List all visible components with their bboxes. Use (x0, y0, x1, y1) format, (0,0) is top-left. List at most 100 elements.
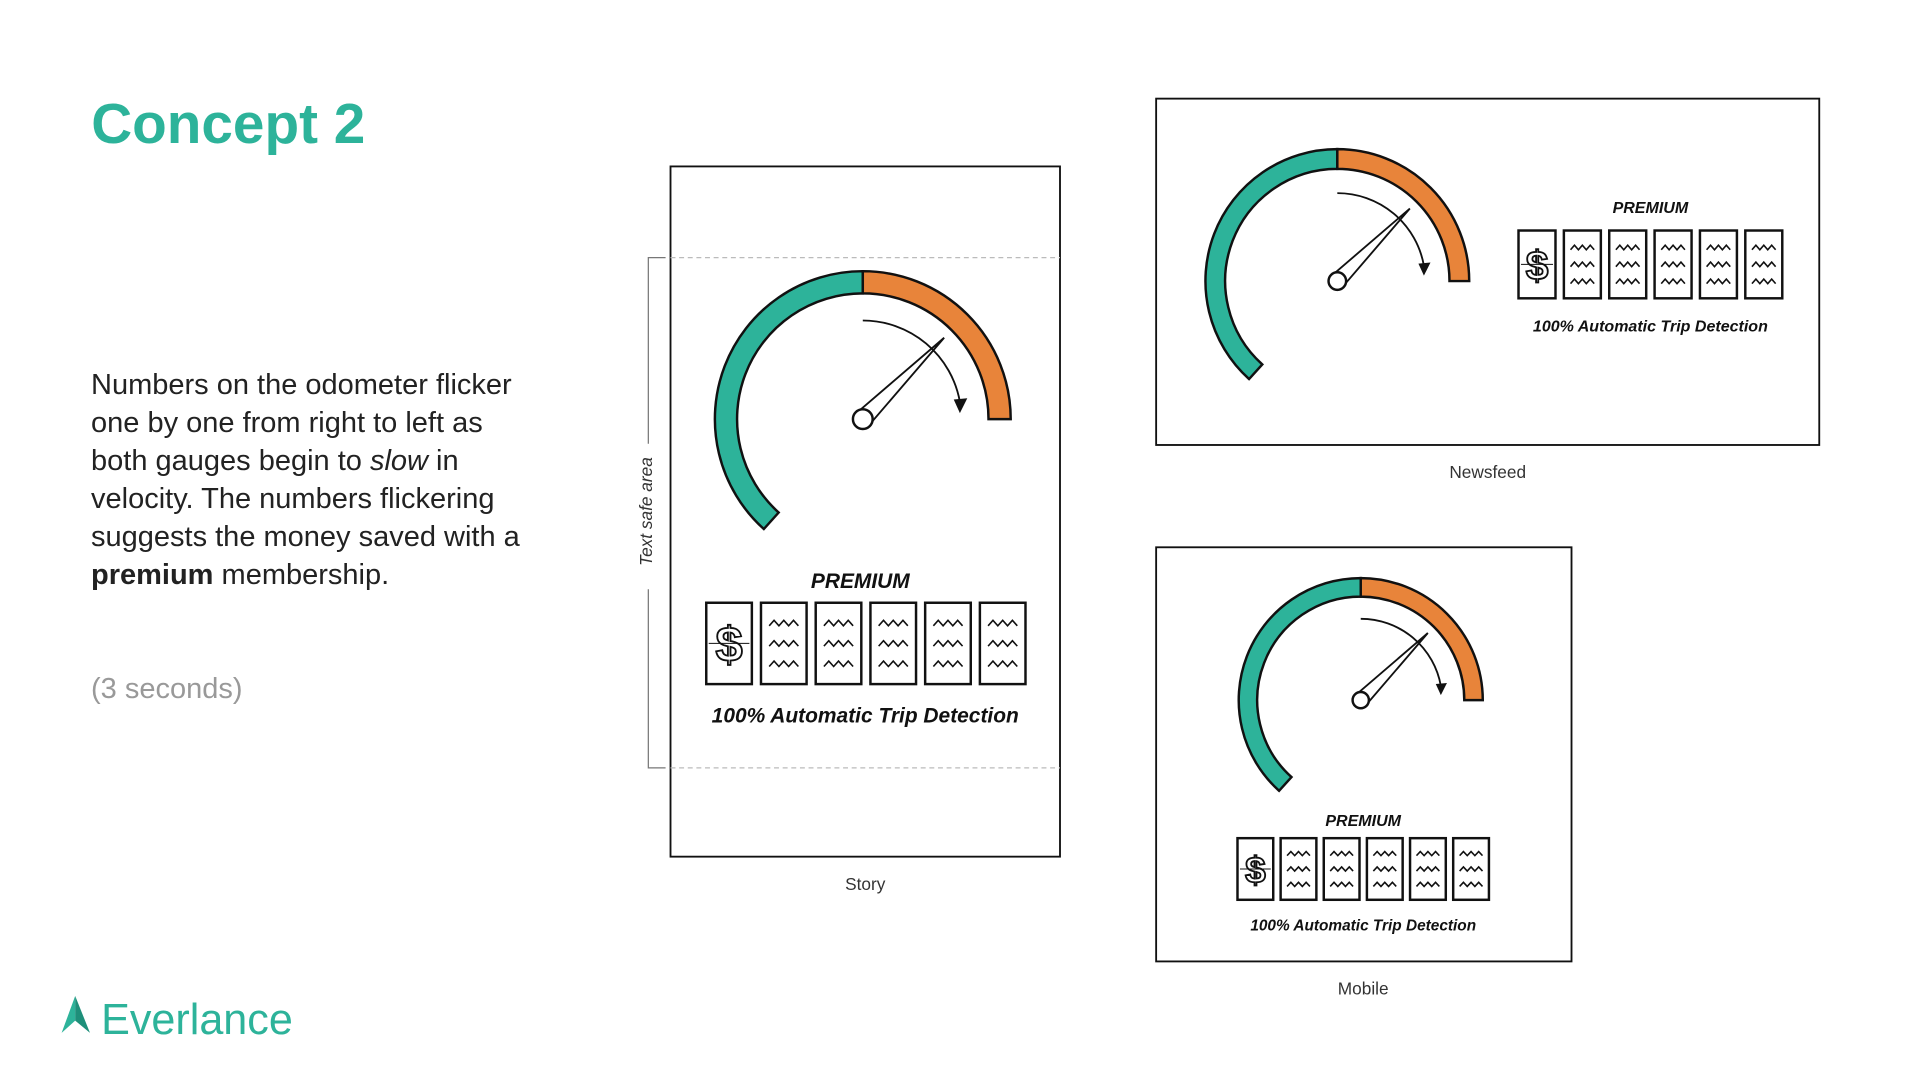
digit-blur (1660, 260, 1686, 268)
digit-blur (878, 659, 909, 668)
safe-area-label: Text safe area (636, 457, 656, 566)
digit-blur (1751, 277, 1777, 285)
digit-blur (1329, 881, 1354, 888)
digit-blur (1372, 850, 1397, 857)
digit-blur (1660, 277, 1686, 285)
digit-blur (1286, 881, 1311, 888)
caption: 100% Automatic Trip Detection (1533, 318, 1768, 336)
digit-blur (1705, 243, 1731, 251)
digit-blur (768, 639, 799, 648)
logo-icon (61, 995, 76, 1033)
digit-blur (1459, 865, 1484, 873)
odometer-digit (1365, 836, 1404, 902)
digit-blur (987, 639, 1018, 648)
digit-blur (1615, 243, 1641, 251)
badge: PREMIUM (1325, 812, 1401, 830)
arrow-head (1418, 262, 1431, 276)
mobile-frame (1155, 546, 1573, 963)
odometer-digit (814, 601, 863, 686)
digit-blur (932, 619, 964, 627)
digit-blur (768, 619, 799, 627)
dollar-sign: $ (1245, 850, 1266, 891)
digit-blur (1660, 243, 1686, 251)
arrow-head (1435, 682, 1447, 696)
caption: 100% Automatic Trip Detection (712, 704, 1019, 727)
digit-blur (1415, 881, 1440, 888)
digit-blur (1329, 850, 1354, 857)
digit-blur (823, 619, 854, 627)
digit-blur (987, 659, 1018, 668)
odometer-digit (1451, 836, 1491, 902)
slide-title: Concept 2 (91, 93, 365, 156)
duration: (3 seconds) (91, 673, 243, 705)
odometer-digit (1653, 229, 1693, 300)
bold-text: premium (91, 559, 214, 591)
digit-blur (987, 619, 1018, 627)
odometer-digit (1322, 836, 1361, 902)
description: Numbers on the odometer flicker one by o… (91, 366, 541, 594)
logo-icon (75, 995, 90, 1033)
digit-blur (1569, 277, 1595, 285)
digit-blur (1372, 865, 1397, 873)
story-frame (669, 165, 1061, 858)
needle-hub (1351, 690, 1371, 710)
odometer-digit (759, 601, 808, 686)
digit-blur (1705, 277, 1731, 285)
text: Numbers on the odometer flicker one by o… (91, 369, 512, 477)
badge: PREMIUM (1613, 199, 1689, 217)
odometer-digit (1607, 229, 1648, 300)
caption: 100% Automatic Trip Detection (1250, 918, 1476, 935)
digit-blur (1286, 850, 1311, 857)
digit-blur (768, 659, 799, 668)
odometer-digit (869, 601, 918, 686)
digit-blur (1329, 865, 1354, 873)
digit-blur (1751, 260, 1777, 268)
text: membership. (213, 559, 390, 591)
needle-hub (851, 408, 874, 431)
odometer-digit (1698, 229, 1739, 300)
badge: PREMIUM (811, 570, 910, 593)
dollar-sign: $ (715, 618, 742, 672)
odometer-digit (1408, 836, 1448, 902)
safe-bracket (647, 257, 666, 769)
digit-blur (823, 639, 854, 648)
digit-blur (1372, 881, 1397, 888)
italic-text: slow (369, 445, 428, 477)
frame-label: Story (845, 874, 886, 894)
logo-text: Everlance (101, 996, 293, 1044)
frame-label: Mobile (1338, 979, 1389, 999)
text: in velocity. The numbers flickering sugg… (91, 445, 520, 553)
needle-hub (1327, 271, 1348, 292)
gauge-band (1336, 147, 1471, 283)
motion-arrow (862, 319, 961, 403)
digit-blur (1569, 260, 1595, 268)
odometer-digit (1562, 229, 1603, 300)
odometer-digit (978, 601, 1027, 686)
digit-blur (878, 619, 909, 627)
odometer-digit (1744, 229, 1784, 300)
motion-arrow (1337, 192, 1425, 266)
arrow-head (953, 398, 968, 414)
digit-blur (1286, 865, 1311, 873)
digit-blur (1459, 850, 1484, 857)
digit-blur (932, 639, 964, 648)
frame-label: Newsfeed (1449, 462, 1526, 482)
gauge-band (861, 269, 1012, 421)
digit-blur (1459, 881, 1484, 888)
digit-blur (1751, 243, 1777, 251)
digit-blur (1705, 260, 1731, 268)
digit-blur (823, 659, 854, 668)
digit-blur (1615, 277, 1641, 285)
motion-arrow (1360, 617, 1442, 687)
digit-blur (1415, 865, 1440, 873)
gauge-band (1359, 576, 1485, 702)
digit-blur (878, 639, 909, 648)
dollar-sign: $ (1526, 242, 1549, 288)
digit-blur (932, 659, 964, 668)
odometer-digit (1279, 836, 1318, 902)
digit-blur (1615, 260, 1641, 268)
digit-blur (1415, 850, 1440, 857)
digit-blur (1569, 243, 1595, 251)
odometer-digit (923, 601, 972, 686)
